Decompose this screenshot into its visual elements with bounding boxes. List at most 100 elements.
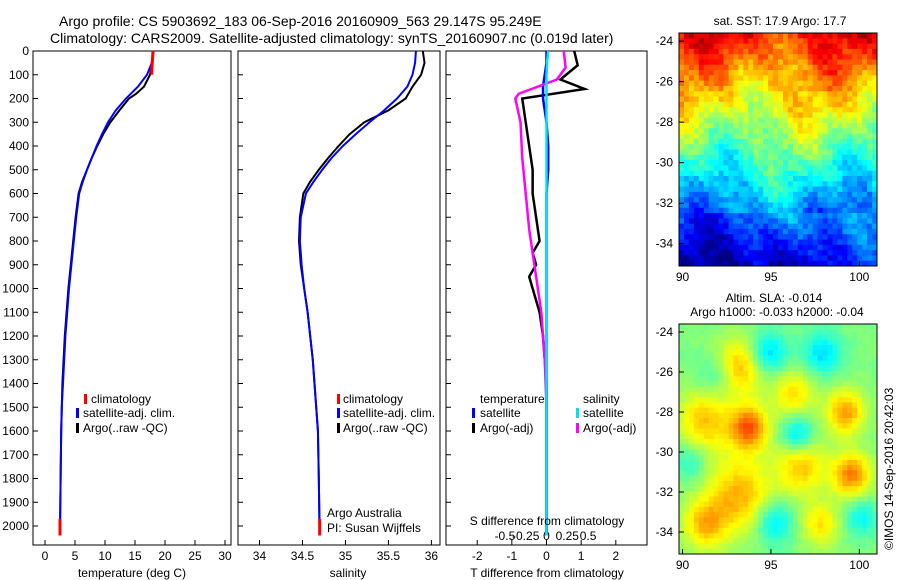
map-cell bbox=[812, 191, 818, 198]
map-cell bbox=[773, 101, 779, 108]
map-cell bbox=[738, 527, 744, 534]
map-cell bbox=[782, 501, 789, 508]
map-cell bbox=[768, 59, 774, 66]
map-cell bbox=[817, 165, 823, 172]
map-cell bbox=[733, 149, 739, 156]
map-cell bbox=[862, 54, 868, 60]
map-cell bbox=[743, 350, 749, 356]
map-cell bbox=[802, 360, 809, 367]
map-cell bbox=[857, 449, 863, 456]
map-cell bbox=[738, 33, 744, 39]
map-cell bbox=[723, 527, 729, 534]
map-cell bbox=[792, 371, 799, 377]
map-cell bbox=[812, 234, 818, 240]
map-cell bbox=[782, 376, 789, 382]
map-cell bbox=[698, 128, 705, 135]
map-cell bbox=[698, 107, 705, 113]
map-cell bbox=[763, 402, 769, 409]
temperature-series-line bbox=[150, 50, 155, 75]
map-cell bbox=[832, 344, 838, 351]
map-cell bbox=[842, 138, 848, 145]
map-cell bbox=[842, 444, 848, 450]
map-cell bbox=[723, 439, 729, 445]
map-cell bbox=[713, 506, 719, 513]
map-cell bbox=[733, 418, 739, 424]
map-cell bbox=[728, 54, 734, 60]
map-cell bbox=[683, 397, 690, 403]
map-cell bbox=[723, 85, 729, 92]
map-cell bbox=[822, 465, 828, 471]
map-cell bbox=[693, 371, 700, 377]
map-cell bbox=[743, 218, 749, 225]
map-cell bbox=[857, 207, 863, 214]
map-cell bbox=[728, 381, 734, 388]
map-cell bbox=[723, 355, 729, 361]
map-cell bbox=[778, 402, 784, 409]
map-cell bbox=[733, 350, 739, 356]
map-cell bbox=[708, 371, 715, 377]
map-cell bbox=[792, 75, 799, 82]
map-cell bbox=[728, 202, 734, 209]
map-cell bbox=[753, 38, 759, 44]
map-cell bbox=[857, 202, 863, 209]
map-cell bbox=[852, 181, 858, 187]
map-cell bbox=[857, 376, 863, 382]
map-cell bbox=[748, 207, 754, 214]
map-cell bbox=[782, 486, 789, 492]
map-cell bbox=[763, 428, 769, 435]
map-cell bbox=[832, 101, 838, 108]
map-cell bbox=[862, 218, 868, 225]
map-cell bbox=[842, 170, 848, 177]
map-cell bbox=[748, 360, 754, 367]
map-cell bbox=[713, 475, 719, 482]
map-cell bbox=[837, 538, 843, 544]
map-cell bbox=[753, 459, 759, 466]
map-cell bbox=[797, 181, 804, 187]
map-cell bbox=[807, 91, 814, 97]
map-cell bbox=[792, 250, 799, 256]
map-lat-tick-label: -28 bbox=[656, 115, 674, 129]
map-cell bbox=[842, 517, 848, 524]
map-cell bbox=[802, 218, 809, 225]
map-cell bbox=[748, 170, 754, 177]
map-cell bbox=[842, 402, 848, 409]
map-cell bbox=[807, 43, 814, 50]
map-cell bbox=[787, 491, 794, 497]
map-cell bbox=[698, 48, 705, 55]
map-cell bbox=[832, 191, 838, 198]
map-cell bbox=[753, 506, 759, 513]
map-cell bbox=[688, 64, 695, 71]
map-cell bbox=[728, 486, 734, 492]
map-cell bbox=[773, 444, 779, 450]
map-cell bbox=[837, 501, 843, 508]
map-cell bbox=[768, 381, 774, 388]
map-cell bbox=[812, 454, 818, 461]
map-cell bbox=[832, 324, 838, 330]
map-cell bbox=[842, 186, 848, 193]
map-cell bbox=[872, 391, 878, 398]
map-cell bbox=[748, 165, 754, 172]
map-cell bbox=[773, 170, 779, 177]
map-cell bbox=[773, 228, 779, 235]
map-cell bbox=[693, 512, 700, 518]
map-cell bbox=[698, 170, 705, 177]
map-cell bbox=[758, 101, 764, 108]
map-cell bbox=[693, 107, 700, 113]
map-cell bbox=[713, 365, 719, 372]
map-cell bbox=[842, 128, 848, 135]
map-cell bbox=[832, 486, 838, 492]
map-cell bbox=[832, 454, 838, 461]
map-cell bbox=[733, 160, 739, 166]
map-cell bbox=[822, 207, 828, 214]
map-cell bbox=[748, 506, 754, 513]
map-cell bbox=[852, 506, 858, 513]
map-cell bbox=[792, 496, 799, 503]
legend-label-climatology: climatology bbox=[343, 392, 403, 406]
map-cell bbox=[817, 512, 823, 518]
map-cell bbox=[763, 54, 769, 60]
map-cell bbox=[723, 454, 729, 461]
map-cell bbox=[703, 138, 710, 145]
map-cell bbox=[693, 133, 700, 140]
map-cell bbox=[763, 376, 769, 382]
map-cell bbox=[743, 538, 749, 544]
